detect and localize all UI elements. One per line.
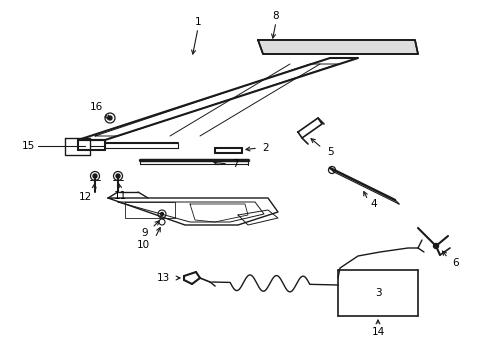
Text: 6: 6 — [451, 258, 458, 268]
Circle shape — [160, 212, 163, 216]
Text: 8: 8 — [272, 11, 279, 21]
Text: 11: 11 — [113, 191, 126, 201]
Text: 3: 3 — [374, 288, 381, 298]
Circle shape — [93, 174, 97, 178]
Text: 16: 16 — [90, 102, 103, 112]
Text: 12: 12 — [79, 192, 92, 202]
Text: 2: 2 — [262, 143, 268, 153]
Circle shape — [116, 174, 120, 178]
Text: 14: 14 — [370, 327, 384, 337]
Circle shape — [108, 116, 112, 120]
Text: 15: 15 — [22, 141, 35, 151]
Text: 1: 1 — [194, 17, 201, 27]
Text: 7: 7 — [231, 159, 238, 169]
Text: 4: 4 — [369, 199, 376, 209]
Text: 5: 5 — [326, 147, 333, 157]
Text: 13: 13 — [157, 273, 170, 283]
Polygon shape — [258, 40, 417, 54]
Text: 10: 10 — [137, 240, 150, 250]
Text: 9: 9 — [141, 228, 148, 238]
Circle shape — [433, 243, 438, 248]
